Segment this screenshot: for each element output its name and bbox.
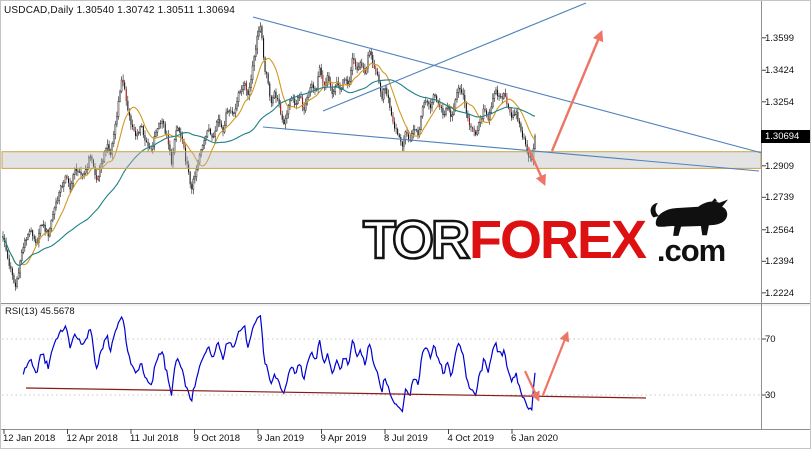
price-axis-label: 1.2564 [765,224,795,236]
price-axis-label: 1.2224 [765,287,795,299]
date-axis-label: 12 Jan 2018 [3,433,56,444]
price-axis-label: 1.2909 [765,160,795,172]
trendline[interactable] [262,126,760,172]
date-axis[interactable]: 12 Jan 2018 12 Apr 2018 11 Jul 2018 9 Oct 2… [1,431,761,448]
date-axis-label: 9 Oct 2018 [193,433,240,444]
rsi-indicator-label: RSI(13) 45.5678 [5,306,75,317]
price-axis[interactable]: 1.3599 1.3424 1.3254 1.2909 1.2739 1.2564 1.23… [761,1,810,429]
rsi-arrow-down[interactable] [524,370,540,402]
trendline[interactable] [322,2,587,112]
date-axis-label: 12 Apr 2018 [66,433,118,444]
date-axis-label: 4 Oct 2019 [447,433,494,444]
rsi-arrow-up[interactable] [541,331,570,396]
price-axis-label: 1.2739 [765,192,795,204]
rsi-trendline[interactable] [25,387,647,399]
pullback-arrow-down[interactable] [526,146,546,187]
date-axis-label: 11 Jul 2018 [130,433,179,444]
panel-frame [1,1,810,430]
rsi-line[interactable] [22,314,536,413]
date-axis-label: 9 Jan 2019 [257,433,305,444]
bull-logo-icon [650,198,729,236]
rsi-level-label: 30 [765,390,776,401]
price-axis-label: 1.3254 [765,96,795,108]
price-axis-label: 1.3599 [765,32,795,44]
date-axis-label: 8 Jul 2019 [384,433,428,444]
rsi-level-lines [2,338,761,396]
watermark-logo: TOR FOREX .com [362,197,734,271]
trendline[interactable] [252,16,763,154]
date-axis-label: 9 Apr 2019 [320,433,367,444]
date-axis-label: 6 Jan 2020 [511,433,559,444]
watermark-forex-text: FOREX [469,210,647,271]
forecast-arrow-up[interactable] [550,29,604,152]
rsi-level-label: 70 [765,334,776,345]
ohlc-header: USDCAD,Daily 1.30540 1.30742 1.30511 1.3… [4,5,235,16]
ma-slow-line[interactable] [2,79,536,266]
current-price-box: 1.30694 [761,129,810,143]
price-axis-label: 1.3424 [765,65,795,77]
watermark-tor-text: TOR [362,210,472,271]
price-axis-label: 1.2394 [765,256,795,268]
candlestick-series [2,22,536,291]
watermark-com-text: .com [656,233,726,268]
support-zone[interactable] [1,151,762,169]
axis-ticks [3,37,766,434]
